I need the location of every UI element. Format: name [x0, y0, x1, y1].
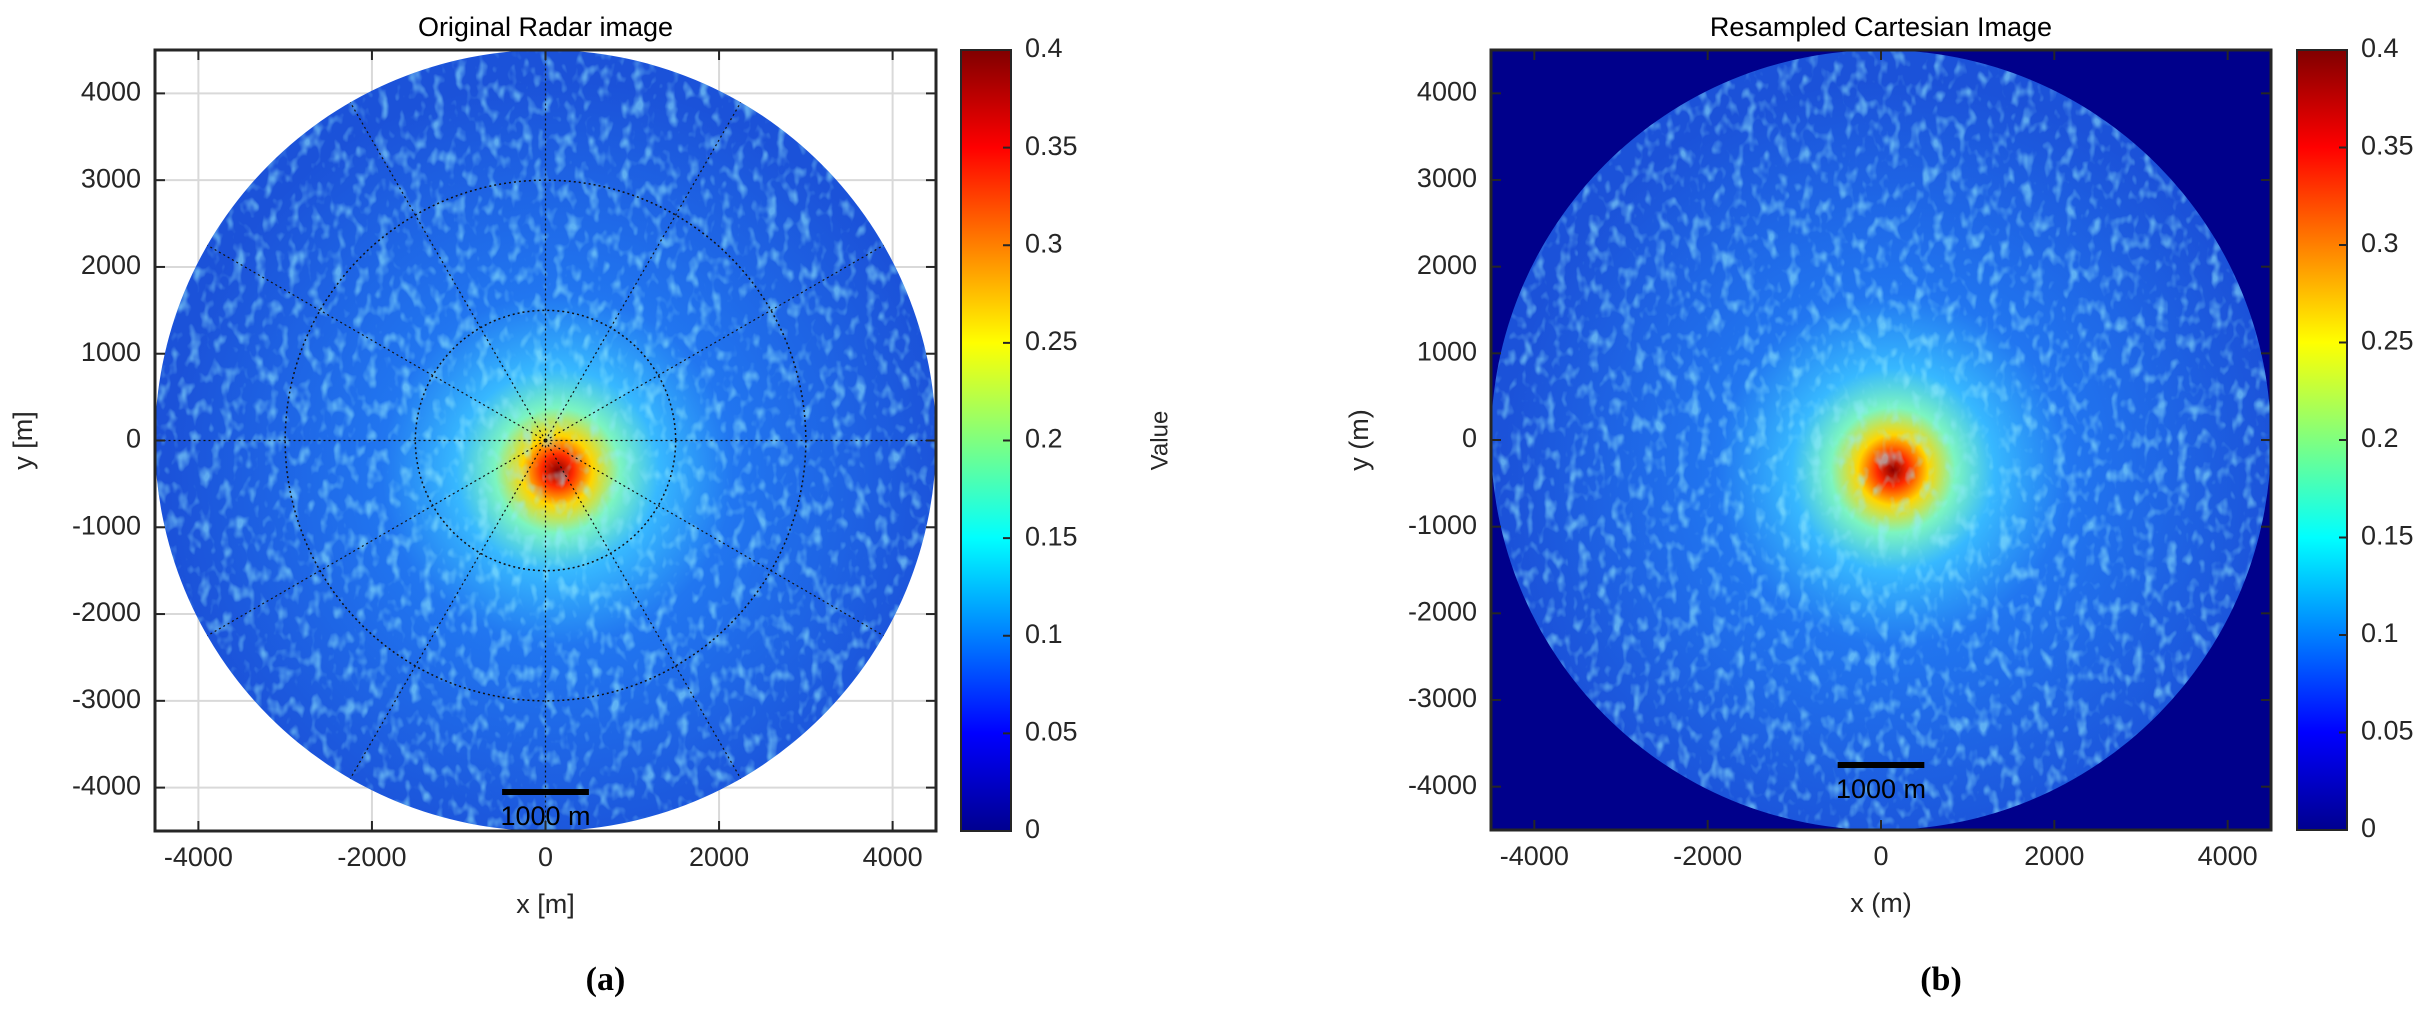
colorbar-tick-label: 0.05: [2361, 716, 2414, 746]
colorbar-tick-label: 0.15: [2361, 521, 2414, 551]
colorbar-tick-label: 0.15: [1025, 521, 1078, 551]
y-tick-label: -3000: [1408, 683, 1477, 713]
radar-speckle: [1491, 50, 2271, 830]
y-axis-label: y (m): [1344, 409, 1374, 470]
x-tick-label: 2000: [2024, 841, 2084, 871]
colorbar-tick-label: 0.25: [1025, 326, 1078, 356]
colorbar-tick-label: 0.35: [2361, 131, 2414, 161]
colorbar-tick-label: 0.2: [2361, 423, 2399, 453]
caption: (b): [1920, 961, 1962, 998]
colorbar-tick-label: 0.4: [1025, 33, 1063, 63]
colorbar-tick-label: 0.3: [1025, 228, 1063, 258]
colorbar-tick-label: 0.35: [1025, 131, 1078, 161]
colorbar-tick-label: 0.25: [2361, 326, 2414, 356]
x-tick-label: -4000: [164, 842, 233, 872]
scale-bar-label: 1000 m: [1836, 774, 1926, 804]
chart-title: Resampled Cartesian Image: [1710, 12, 2052, 42]
y-tick-label: 3000: [1417, 163, 1477, 193]
y-tick-label: -3000: [72, 684, 141, 714]
colorbar-label: Value: [1146, 411, 1173, 471]
x-tick-label: 4000: [863, 842, 923, 872]
spoke: [544, 102, 742, 441]
spoke: [207, 244, 546, 442]
y-tick-label: 3000: [81, 163, 141, 193]
colorbar-tick-label: 0.05: [1025, 717, 1078, 747]
y-tick-label: 2000: [1417, 250, 1477, 280]
y-tick-label: -2000: [72, 597, 141, 627]
spoke: [349, 102, 547, 441]
y-tick-label: 0: [1462, 423, 1477, 453]
x-tick-label: 4000: [2198, 841, 2258, 871]
x-tick-label: -2000: [1673, 841, 1742, 871]
x-tick-label: 0: [1873, 841, 1888, 871]
colorbar-tick-label: 0.4: [2361, 33, 2399, 63]
y-tick-label: -1000: [72, 510, 141, 540]
y-tick-label: 2000: [81, 250, 141, 280]
y-tick-label: 0: [126, 424, 141, 454]
colorbar-tick-label: 0.1: [1025, 619, 1063, 649]
y-axis-label: y [m]: [8, 411, 38, 470]
colorbar-tick-label: 0.1: [2361, 618, 2399, 648]
y-tick-label: 4000: [81, 77, 141, 107]
panel: 1000 m -4000 -2000 0 2000 4000 -4000 -3000 -2000…: [1344, 12, 2413, 998]
spoke: [545, 244, 884, 442]
y-tick-label: 1000: [1417, 336, 1477, 366]
x-tick-label: -4000: [1500, 841, 1569, 871]
colorbar: [2296, 49, 2348, 831]
caption: (a): [586, 961, 626, 998]
spoke: [545, 439, 884, 637]
colorbar-tick-label: 0.3: [2361, 228, 2399, 258]
spoke: [349, 440, 547, 779]
y-tick-label: 1000: [81, 337, 141, 367]
spoke: [544, 440, 742, 779]
y-tick-label: -1000: [1408, 510, 1477, 540]
y-tick-label: 4000: [1417, 76, 1477, 106]
colorbar-tick-label: 0: [1025, 814, 1040, 844]
panel: 1000 m-4000 -2000 0 2000 4000-4000-3000-2000…: [8, 12, 1173, 998]
x-tick-label: 2000: [689, 842, 749, 872]
colorbar-tick-label: 0: [2361, 813, 2376, 843]
y-tick-label: -4000: [1408, 770, 1477, 800]
x-axis-label: x [m]: [516, 889, 575, 919]
y-tick-label: -2000: [1408, 596, 1477, 626]
x-tick-label: 0: [538, 842, 553, 872]
x-axis-label: x (m): [1850, 888, 1911, 918]
colorbar-tick-label: 0.2: [1025, 424, 1063, 454]
x-tick-label: -2000: [337, 842, 406, 872]
spoke: [207, 439, 546, 637]
chart-title: Original Radar image: [418, 12, 673, 42]
y-tick-label: -4000: [72, 771, 141, 801]
colorbar: [960, 49, 1012, 832]
